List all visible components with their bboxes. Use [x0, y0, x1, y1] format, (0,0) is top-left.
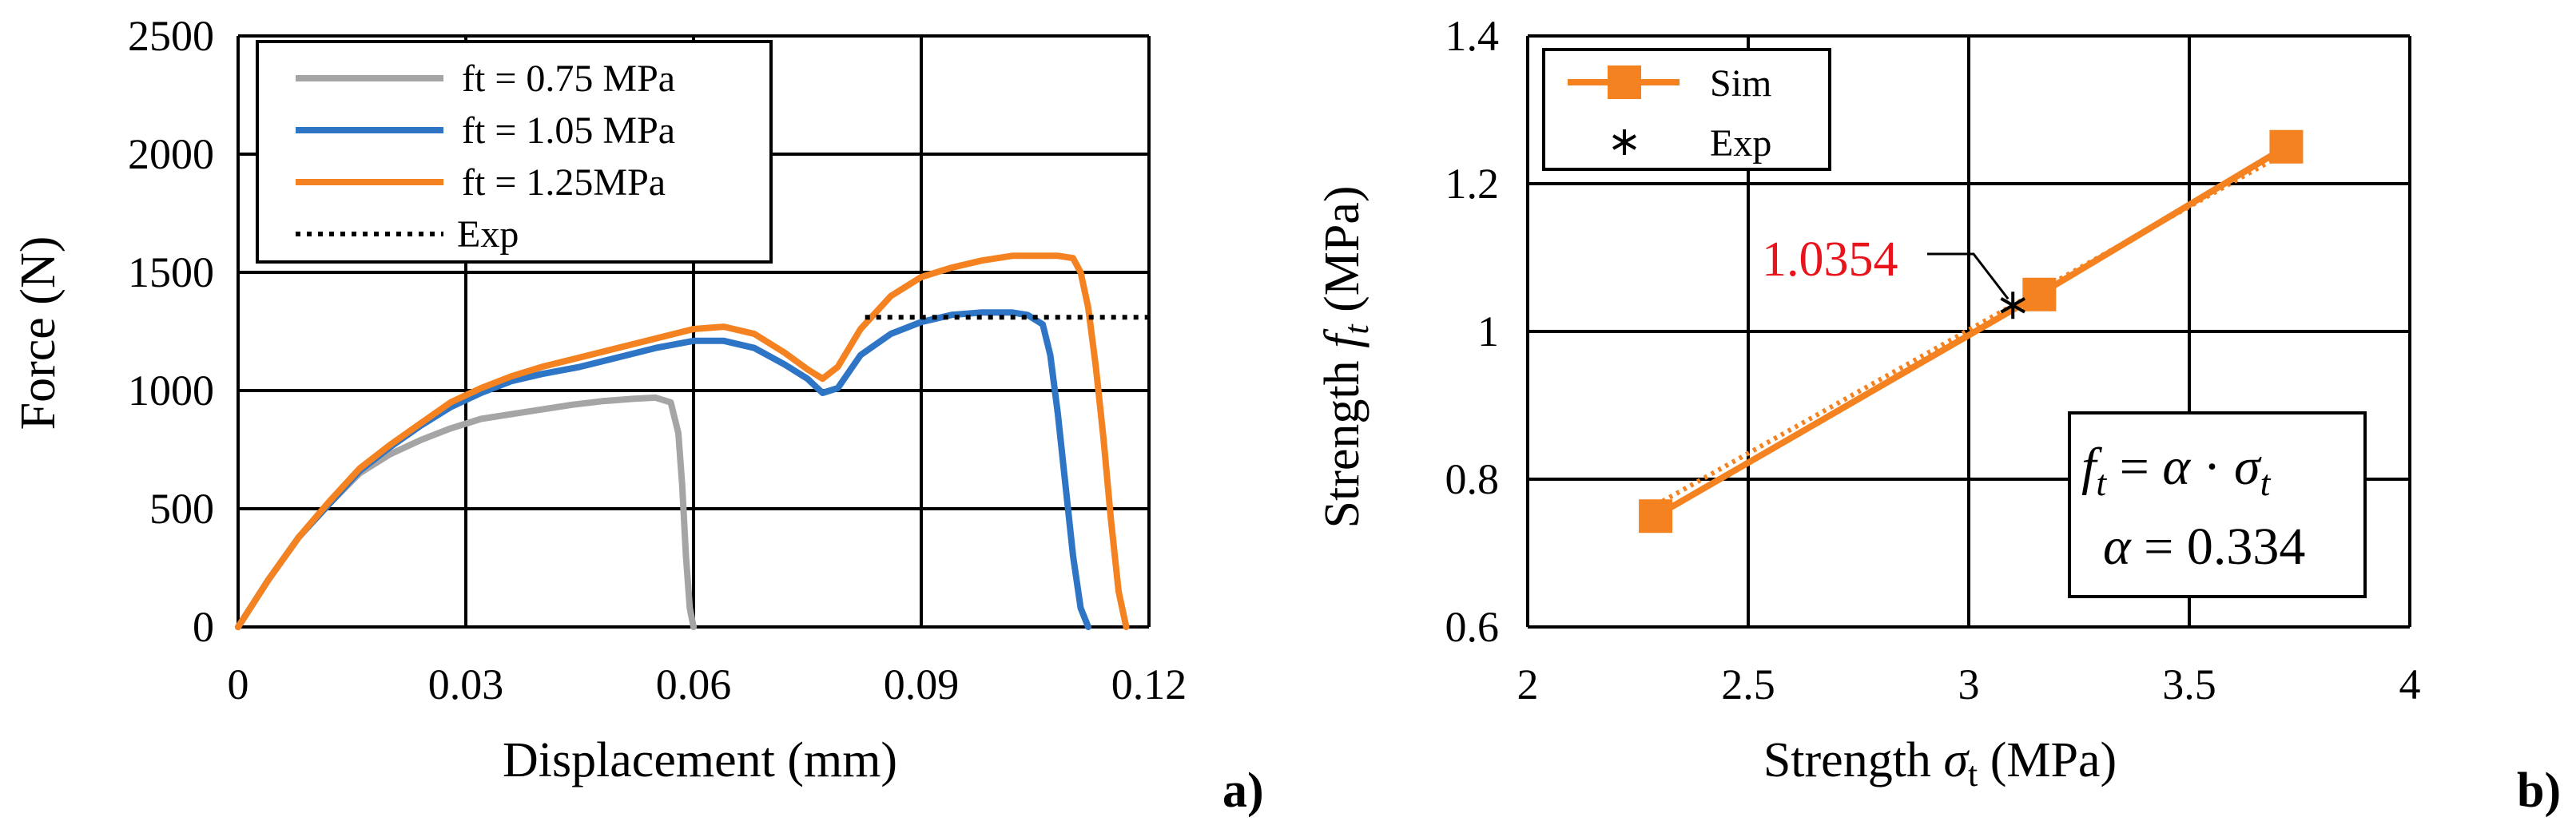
eq-alpha: α [2162, 438, 2191, 496]
chart-b-equation-frame [2068, 411, 2367, 598]
chart-b-x-tick-label: 3 [1958, 660, 1980, 708]
chart-b-y-tick-label: 1 [1477, 307, 1499, 355]
chart-b-x-tick-label: 4 [2399, 660, 2421, 708]
eq-lhs-sub: t [2096, 462, 2107, 503]
chart-b-x-tick-label: 2.5 [1721, 660, 1775, 708]
chart-a-legend-label-0: ft = 0.75 MPa [462, 58, 675, 100]
eq2-value: = 0.334 [2131, 518, 2306, 576]
chart-b-x-axis-title: Strength σt (MPa) [1763, 733, 2117, 794]
chart-a-x-tick-labels: 0 0.03 0.06 0.09 0.12 [228, 660, 1187, 708]
chart-b-legend-exp-marker [1612, 129, 1636, 155]
chart-b-y-tick-label: 1.4 [1445, 12, 1500, 60]
chart-a-y-axis-title: Force (N) [11, 236, 66, 430]
chart-a-x-tick-label: 0.12 [1111, 660, 1187, 708]
chart-a-series-line-2 [235, 252, 1130, 630]
chart-a-legend: ft = 0.75 MPa ft = 1.05 MPa ft = 1.25MPa Ex… [256, 40, 773, 264]
chart-a-y-tick-label: 2000 [128, 130, 214, 178]
chart-b-exp-marker [2000, 292, 2025, 319]
eq2-alpha: α [2103, 518, 2132, 576]
chart-a-x-tick-label: 0.09 [884, 660, 960, 708]
chart-b-x-tick-label: 2 [1517, 660, 1539, 708]
chart-b-y-tick-label: 0.6 [1445, 603, 1500, 651]
chart-a-legend-label-3: Exp [457, 213, 519, 256]
chart-b-series [1639, 129, 2304, 533]
chart-b-annotation-value: 1.0354 [1762, 232, 1898, 287]
chart-a-y-tick-labels: 0 500 1000 1500 2000 2500 [128, 12, 214, 651]
chart-b-x-axis-symbol: σ [1943, 733, 1970, 787]
chart-b-x-tick-labels: 2 2.5 3 3.5 4 [1517, 660, 2421, 708]
chart-b-legend-sim-marker [1608, 65, 1641, 99]
chart-a-series-line-1 [235, 309, 1091, 630]
chart-b-annotation-leader [1927, 252, 2010, 300]
chart-b-y-tick-label: 1.2 [1445, 160, 1500, 208]
chart-b-x-axis-prefix: Strength [1763, 733, 1944, 787]
chart-b-y-axis-suffix: (MPa) [1315, 186, 1369, 325]
chart-a-y-tick-label: 1000 [128, 367, 214, 414]
chart-a-y-tick-label: 0 [193, 603, 214, 651]
chart-b-panel-label: b) [2517, 764, 2561, 818]
eq-equals: = [2106, 438, 2162, 496]
chart-b-equation-line2: α = 0.334 [2103, 518, 2305, 576]
chart-a-y-tick-label: 2500 [128, 12, 214, 60]
chart-a-panel-label: a) [1222, 764, 1264, 818]
chart-b-y-axis-prefix: Strength [1315, 348, 1369, 529]
force-displacement-chart: 0 0.03 0.06 0.09 0.12 0 500 1000 1500 2000 2500 D… [11, 12, 1264, 818]
chart-a-legend-label-1: ft = 1.05 MPa [462, 109, 675, 152]
eq-dot: · [2190, 438, 2234, 496]
chart-b-legend-box [1542, 48, 1831, 171]
chart-b-y-tick-labels: 0.6 0.8 1 1.2 1.4 [1445, 12, 1500, 651]
chart-b-sim-marker [1639, 499, 1673, 533]
chart-b-y-tick-label: 0.8 [1445, 455, 1500, 503]
eq-sigma: σ [2234, 438, 2262, 496]
chart-a-y-tick-label: 1500 [128, 248, 214, 296]
chart-b-y-axis-subscript: t [1337, 323, 1376, 335]
chart-b-annotation: 1.0354 [1762, 232, 2010, 300]
chart-a-x-tick-label: 0.06 [656, 660, 732, 708]
eq-sigma-sub: t [2260, 462, 2272, 503]
chart-b-x-axis-subscript: t [1968, 755, 1978, 794]
chart-a-y-tick-label: 500 [149, 485, 214, 533]
chart-b-legend-exp-label: Exp [1710, 122, 1771, 165]
chart-a-legend-label-2: ft = 1.25MPa [462, 161, 666, 204]
chart-b-exp-marker-stroke-d2 [2000, 297, 2025, 314]
chart-a-series [235, 252, 1149, 630]
chart-b-legend: Sim Exp [1542, 48, 1831, 171]
chart-b-legend-exp-marker-stroke-d2 [1612, 134, 1636, 150]
chart-b-equation-line1: ft = α · σt [2081, 438, 2272, 503]
chart-b-y-axis-title: Strength ft (MPa) [1315, 186, 1376, 529]
chart-a-x-axis-title: Displacement (mm) [503, 733, 897, 787]
chart-b-sim-marker [2022, 277, 2057, 311]
chart-a-x-tick-label: 0 [228, 660, 249, 708]
chart-b-x-axis-suffix: (MPa) [1978, 733, 2117, 787]
chart-b-equation-box: ft = α · σt α = 0.334 [2068, 411, 2367, 598]
chart-b-sim-marker [2269, 129, 2304, 164]
chart-b-legend-sim-label: Sim [1710, 62, 1771, 105]
chart-a-x-tick-label: 0.03 [428, 660, 504, 708]
strength-relation-chart: 2 2.5 3 3.5 4 0.60.811.21.4 Strength σt (MPa… [1315, 12, 2561, 818]
chart-b-x-tick-label: 3.5 [2162, 660, 2216, 708]
